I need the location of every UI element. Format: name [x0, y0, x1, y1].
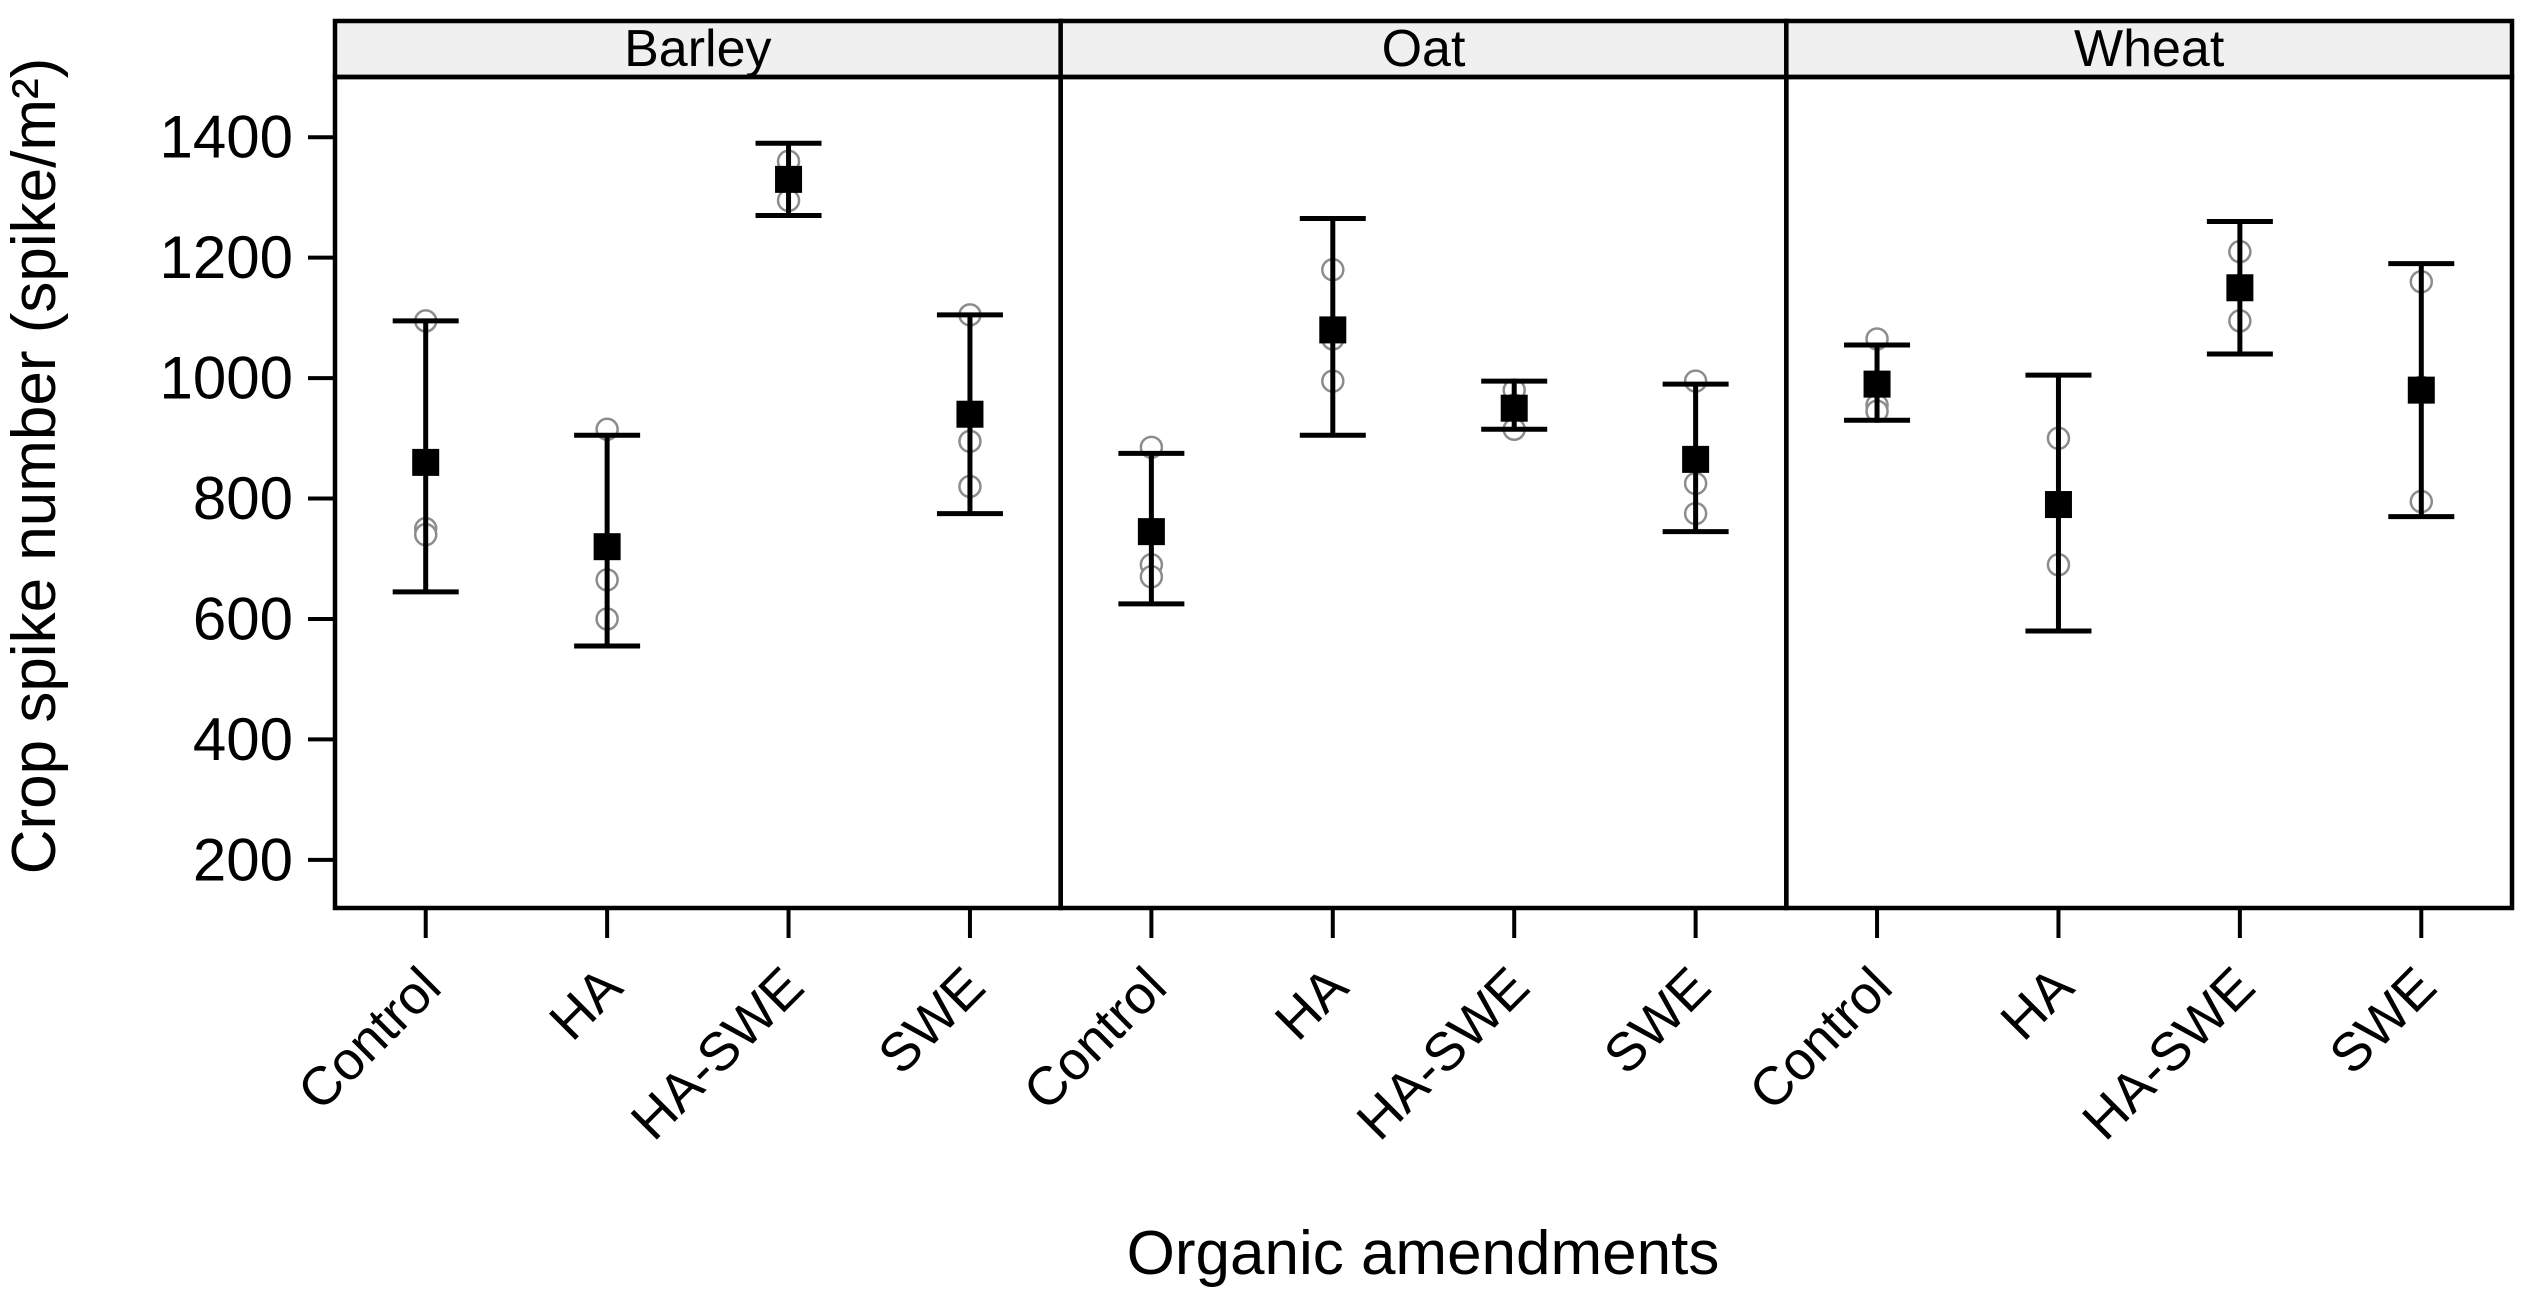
facet-header-oat	[1058, 18, 1789, 80]
mean-marker-barley-control	[412, 448, 440, 476]
y-tick-label-200: 200	[193, 826, 293, 893]
x-tick-label-wheat-ha: HA	[1989, 956, 2084, 1051]
y-tick-label-600: 600	[193, 585, 293, 652]
x-tick-label-oat-ha-swe: HA-SWE	[1346, 956, 1541, 1151]
facet-header-label-oat: Oat	[1382, 20, 1466, 78]
y-tick-label-800: 800	[193, 465, 293, 532]
mean-marker-oat-swe	[1682, 445, 1710, 473]
y-tick-label-1400: 1400	[160, 104, 293, 171]
x-tick-label-oat-ha: HA	[1264, 956, 1359, 1051]
mean-marker-barley-ha	[593, 533, 621, 561]
y-axis-title: Crop spike number (spike/m²)	[0, 58, 69, 875]
mean-marker-barley-swe	[956, 400, 984, 428]
x-tick-label-barley-control: Control	[287, 956, 453, 1122]
panel-box-wheat	[1784, 74, 2515, 911]
mean-marker-oat-ha-swe	[1500, 394, 1528, 422]
x-tick-label-wheat-control: Control	[1738, 956, 1904, 1122]
mean-marker-barley-ha-swe	[775, 165, 803, 193]
y-tick-label-400: 400	[193, 706, 293, 773]
facet-header-label-barley: Barley	[624, 20, 771, 78]
x-tick-label-barley-ha: HA	[538, 956, 633, 1051]
mean-marker-oat-ha	[1319, 316, 1347, 344]
x-axis-title: Organic amendments	[1127, 1219, 1720, 1288]
y-tick-label-1000: 1000	[160, 345, 293, 412]
x-tick-label-oat-control: Control	[1012, 956, 1178, 1122]
x-tick-label-oat-swe: SWE	[1593, 956, 1722, 1085]
mean-marker-wheat-swe	[2407, 376, 2435, 404]
panel-box-oat	[1058, 74, 1789, 911]
x-tick-label-wheat-ha-swe: HA-SWE	[2071, 956, 2266, 1151]
mean-marker-wheat-control	[1863, 370, 1891, 398]
y-tick-label-1200: 1200	[160, 224, 293, 291]
mean-marker-oat-control	[1137, 518, 1165, 546]
x-tick-label-barley-swe: SWE	[867, 956, 996, 1085]
mean-marker-wheat-ha	[2044, 491, 2072, 519]
x-tick-label-barley-ha-swe: HA-SWE	[620, 956, 815, 1151]
x-tick-label-wheat-swe: SWE	[2318, 956, 2447, 1085]
mean-marker-wheat-ha-swe	[2226, 274, 2254, 302]
facet-header-wheat	[1784, 18, 2515, 80]
panel-box-barley	[332, 74, 1063, 911]
facet-header-label-wheat: Wheat	[2074, 20, 2225, 78]
